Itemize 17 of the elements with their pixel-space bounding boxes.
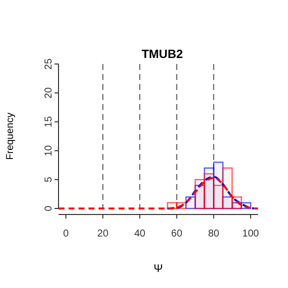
- x-tick-label: 0: [63, 228, 70, 240]
- y-tick-label: 25: [44, 58, 54, 70]
- y-tick-label: 10: [44, 144, 54, 156]
- x-axis-title: Ψ: [154, 263, 163, 275]
- line-series: [58, 176, 259, 210]
- x-tick-label: 80: [208, 228, 220, 240]
- y-axis-title: Frequency: [5, 112, 16, 160]
- line-series: [166, 176, 256, 210]
- y-tick-label: 0: [44, 205, 54, 212]
- x-tick-label: 60: [171, 228, 183, 240]
- x-tick-label: 40: [134, 228, 146, 240]
- y-tick-label: 5: [44, 176, 54, 182]
- y-tick-label: 20: [44, 86, 54, 98]
- y-tick-label: 15: [44, 116, 54, 128]
- x-tick-label: 100: [242, 228, 260, 240]
- chart-title: TMUB2: [142, 47, 184, 61]
- x-tick-label: 20: [97, 228, 109, 240]
